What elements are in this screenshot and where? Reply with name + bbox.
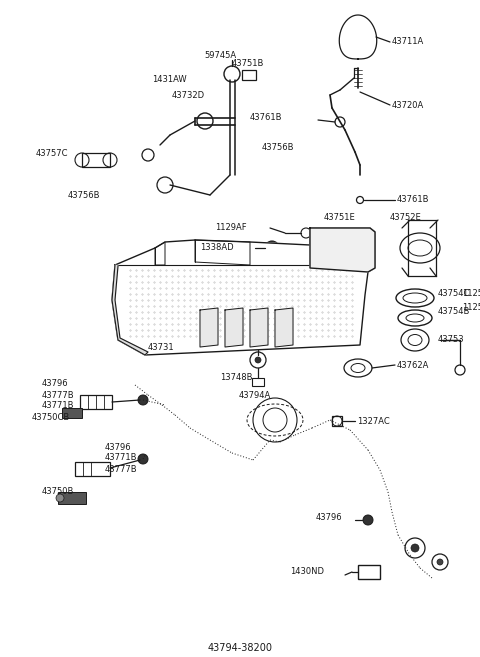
- Text: 1129AF: 1129AF: [215, 223, 247, 233]
- Text: 43762A: 43762A: [397, 361, 430, 369]
- Text: 1125KG: 1125KG: [462, 304, 480, 313]
- Text: 43752E: 43752E: [390, 214, 422, 223]
- Text: 43750CB: 43750CB: [32, 413, 70, 422]
- Text: 43796: 43796: [105, 443, 132, 451]
- Text: 1125KJ: 1125KJ: [462, 288, 480, 298]
- Bar: [332, 416, 342, 426]
- Bar: [62, 408, 82, 418]
- Text: 1327AC: 1327AC: [357, 417, 390, 426]
- Text: 1338AD: 1338AD: [200, 244, 234, 252]
- Circle shape: [56, 494, 64, 502]
- Text: 43761B: 43761B: [397, 196, 430, 204]
- Text: 43720A: 43720A: [392, 101, 424, 110]
- Text: 43756B: 43756B: [68, 191, 100, 200]
- Text: 43751E: 43751E: [324, 214, 356, 223]
- Text: 43757C: 43757C: [36, 148, 68, 158]
- Text: 43750B: 43750B: [42, 487, 74, 497]
- Text: 43771B: 43771B: [42, 401, 74, 411]
- Text: 43771B: 43771B: [105, 453, 137, 463]
- Text: 1430ND: 1430ND: [290, 568, 324, 576]
- Circle shape: [255, 357, 261, 363]
- Text: 43731: 43731: [148, 344, 175, 353]
- Text: 13748B: 13748B: [220, 373, 252, 382]
- Circle shape: [138, 454, 148, 464]
- Text: 43794A: 43794A: [239, 390, 271, 399]
- Text: 43756B: 43756B: [262, 143, 295, 152]
- Polygon shape: [200, 308, 218, 347]
- Text: 43796: 43796: [42, 378, 69, 388]
- Text: 43777B: 43777B: [42, 390, 74, 399]
- Bar: [82, 153, 110, 167]
- Polygon shape: [310, 228, 375, 272]
- Bar: [75, 462, 110, 476]
- Text: 43794-38200: 43794-38200: [207, 643, 273, 653]
- Text: 43751B: 43751B: [232, 58, 264, 68]
- Polygon shape: [275, 308, 293, 347]
- Polygon shape: [250, 308, 268, 347]
- Text: 59745A: 59745A: [204, 51, 236, 60]
- Polygon shape: [112, 228, 375, 355]
- Text: 43711A: 43711A: [392, 37, 424, 47]
- Bar: [358, 565, 380, 579]
- Circle shape: [138, 395, 148, 405]
- Bar: [58, 492, 86, 504]
- Circle shape: [265, 241, 279, 255]
- Text: 1431AW: 1431AW: [152, 76, 187, 85]
- Circle shape: [437, 559, 443, 565]
- Text: 43754C: 43754C: [438, 288, 470, 298]
- Text: 43777B: 43777B: [105, 464, 138, 474]
- Circle shape: [411, 544, 419, 552]
- Polygon shape: [112, 265, 148, 355]
- Bar: [80, 395, 112, 409]
- Polygon shape: [339, 15, 377, 59]
- Text: 43732D: 43732D: [172, 91, 205, 99]
- Circle shape: [363, 515, 373, 525]
- Polygon shape: [225, 308, 243, 347]
- Text: 43761B: 43761B: [250, 112, 283, 122]
- Bar: [252, 378, 264, 386]
- Text: 43754B: 43754B: [438, 307, 470, 317]
- Text: 43796: 43796: [315, 514, 342, 522]
- Bar: [242, 70, 256, 80]
- Text: 43753: 43753: [438, 336, 465, 344]
